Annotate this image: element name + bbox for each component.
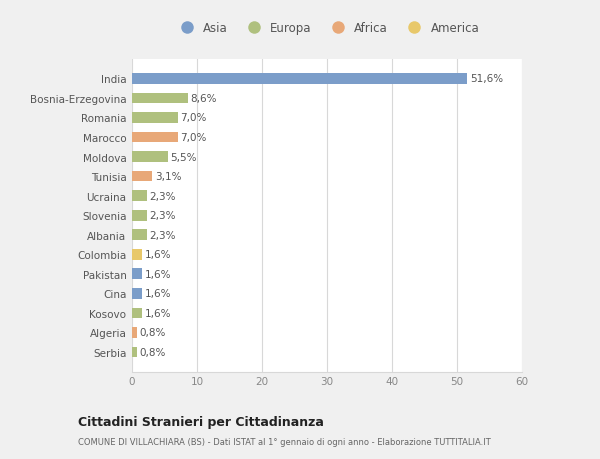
Text: 51,6%: 51,6% xyxy=(470,74,503,84)
Legend: Asia, Europa, Africa, America: Asia, Europa, Africa, America xyxy=(175,22,479,35)
Text: 2,3%: 2,3% xyxy=(149,191,176,201)
Bar xyxy=(132,210,147,221)
Text: 7,0%: 7,0% xyxy=(180,133,206,143)
Bar xyxy=(132,308,142,319)
Text: 7,0%: 7,0% xyxy=(180,113,206,123)
Bar xyxy=(132,113,178,123)
Bar xyxy=(132,327,137,338)
Text: 1,6%: 1,6% xyxy=(145,250,172,260)
Text: 3,1%: 3,1% xyxy=(155,172,181,182)
Text: COMUNE DI VILLACHIARA (BS) - Dati ISTAT al 1° gennaio di ogni anno - Elaborazion: COMUNE DI VILLACHIARA (BS) - Dati ISTAT … xyxy=(78,437,491,446)
Bar xyxy=(132,132,178,143)
Text: 1,6%: 1,6% xyxy=(145,269,172,279)
Bar xyxy=(132,230,147,241)
Bar xyxy=(132,249,142,260)
Bar xyxy=(132,347,137,358)
Text: Cittadini Stranieri per Cittadinanza: Cittadini Stranieri per Cittadinanza xyxy=(78,415,324,428)
Bar xyxy=(132,93,188,104)
Bar xyxy=(132,171,152,182)
Text: 1,6%: 1,6% xyxy=(145,308,172,318)
Bar xyxy=(132,269,142,280)
Text: 0,8%: 0,8% xyxy=(140,328,166,338)
Text: 2,3%: 2,3% xyxy=(149,230,176,240)
Bar xyxy=(132,74,467,84)
Text: 0,8%: 0,8% xyxy=(140,347,166,357)
Text: 8,6%: 8,6% xyxy=(191,94,217,104)
Text: 2,3%: 2,3% xyxy=(149,211,176,221)
Text: 5,5%: 5,5% xyxy=(170,152,197,162)
Bar xyxy=(132,288,142,299)
Text: 1,6%: 1,6% xyxy=(145,289,172,299)
Bar xyxy=(132,152,168,162)
Bar xyxy=(132,191,147,202)
